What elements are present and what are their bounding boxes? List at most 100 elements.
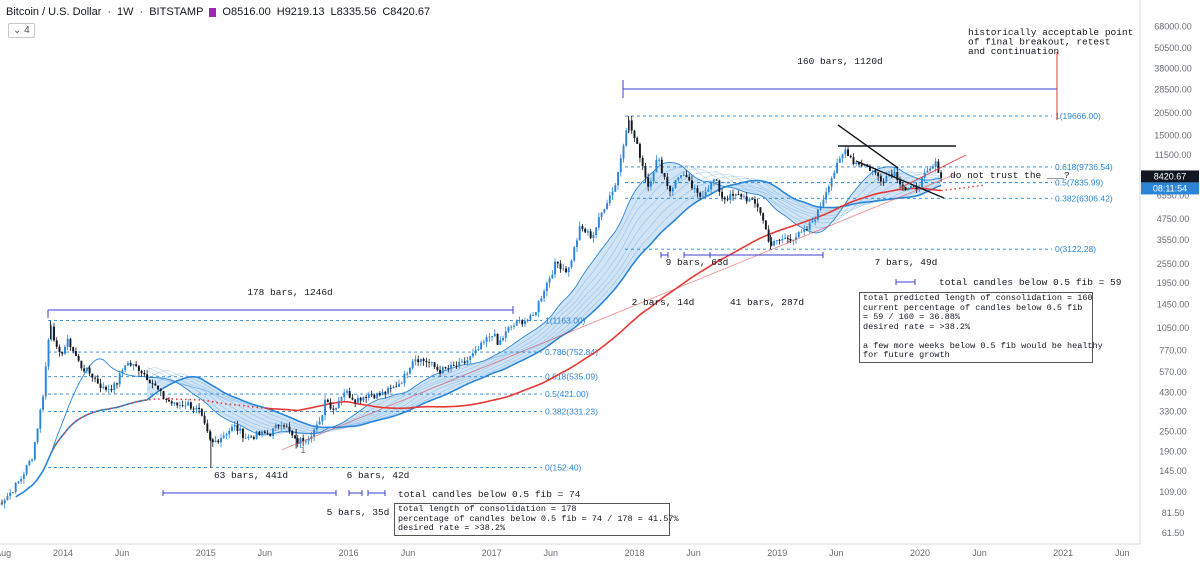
candle-body <box>277 424 280 427</box>
candle <box>135 361 138 368</box>
candle-body <box>53 326 55 341</box>
candle <box>477 346 480 352</box>
candle <box>398 379 400 388</box>
price-tick-label: 1050.00 <box>1157 323 1190 333</box>
interval-label[interactable]: 1W <box>117 6 134 18</box>
ribbon-line <box>146 171 942 435</box>
candle <box>603 208 606 214</box>
label-bars-160: 160 bars, 1120d <box>797 56 883 67</box>
candle <box>154 380 157 386</box>
candle <box>176 402 179 409</box>
candle-body <box>874 170 877 173</box>
candle <box>896 168 899 183</box>
candle <box>25 464 28 477</box>
candle-body <box>641 157 644 166</box>
candle-body <box>414 359 417 362</box>
flag-icon[interactable] <box>209 7 217 17</box>
candle <box>649 177 652 191</box>
candle-body <box>85 367 88 372</box>
candle-body <box>143 373 146 375</box>
candle-body <box>398 383 400 387</box>
candle-body <box>901 184 904 187</box>
fib-label: 0.618(535.09) <box>545 372 598 382</box>
candle <box>507 326 510 333</box>
symbol-name[interactable]: Bitcoin / U.S. Dollar <box>6 6 102 18</box>
label-point-2: 2 <box>786 234 791 244</box>
candle-body <box>105 386 107 390</box>
candle <box>658 157 661 165</box>
candle-body <box>819 206 822 210</box>
candle-body <box>573 247 576 261</box>
candle <box>554 258 557 279</box>
high-value: H9219.13 <box>276 6 325 18</box>
fib-label: 1(19666.00) <box>1055 111 1101 121</box>
candle <box>833 170 836 179</box>
candle <box>168 396 170 402</box>
candle <box>784 232 787 240</box>
candle-body <box>554 261 557 275</box>
candle <box>148 379 151 384</box>
candle <box>532 312 535 317</box>
candle <box>447 364 450 373</box>
price-axis[interactable]: 68000.00 50500.00 38000.00 28500.00 20500.00… <box>1139 0 1199 544</box>
candle-body <box>132 364 135 366</box>
candle <box>436 364 439 372</box>
time-axis[interactable]: Aug 2014 Jun 2015 Jun 2016 Jun 2017 Jun 2018 Jun 20… <box>0 543 1140 558</box>
candle-body <box>247 436 250 439</box>
candle-body <box>693 188 696 189</box>
candle <box>441 365 444 375</box>
candle-body <box>299 438 302 444</box>
candle-body <box>376 393 379 399</box>
candle-body <box>47 339 50 367</box>
fib-label: 0.5(7835.99) <box>1055 178 1103 188</box>
candle-body <box>291 431 294 436</box>
candle <box>146 370 149 381</box>
indicator-toggle[interactable]: ⌄ 4 <box>8 23 35 38</box>
candle <box>537 300 540 318</box>
candle-body <box>411 361 414 368</box>
candle <box>871 169 874 176</box>
candle <box>189 401 192 411</box>
candle-body <box>940 172 943 178</box>
candle <box>641 155 644 171</box>
candle <box>918 184 921 193</box>
candle-body <box>540 298 543 302</box>
label-bars-178: 178 bars, 1246d <box>247 287 333 298</box>
candle <box>370 390 373 397</box>
candle-body <box>532 315 535 317</box>
candle <box>721 188 724 202</box>
candle <box>625 128 628 147</box>
candle-body <box>135 364 138 367</box>
candle-body <box>269 433 272 436</box>
ribbon-fill <box>147 162 942 435</box>
candle <box>493 329 496 337</box>
fib-label: 0.382(331.23) <box>545 406 598 416</box>
candle-body <box>241 428 244 439</box>
candle-body <box>137 366 140 371</box>
symbol-header: Bitcoin / U.S. Dollar · 1W · BITSTAMP O8… <box>6 6 431 18</box>
candle <box>280 421 283 432</box>
candle-body <box>830 178 833 187</box>
candle-body <box>669 186 672 192</box>
candle-body <box>737 193 740 195</box>
last-price-badge <box>1141 170 1199 183</box>
fib-label: 0.618(9736.54) <box>1055 162 1113 172</box>
candle-body <box>14 482 17 493</box>
candle-body <box>225 434 228 436</box>
candle <box>211 437 214 447</box>
candle-body <box>258 431 261 435</box>
candle <box>907 187 910 191</box>
candle-body <box>126 362 129 366</box>
candle <box>69 337 72 351</box>
candle <box>326 398 329 403</box>
candle-body <box>753 199 756 204</box>
candle-body <box>455 365 458 367</box>
candle-body <box>450 365 452 369</box>
candle-body <box>288 426 291 432</box>
candle <box>545 281 548 297</box>
candle-body <box>441 367 444 374</box>
candle <box>272 427 275 440</box>
candle-body <box>209 431 212 440</box>
candle-body <box>647 177 650 187</box>
